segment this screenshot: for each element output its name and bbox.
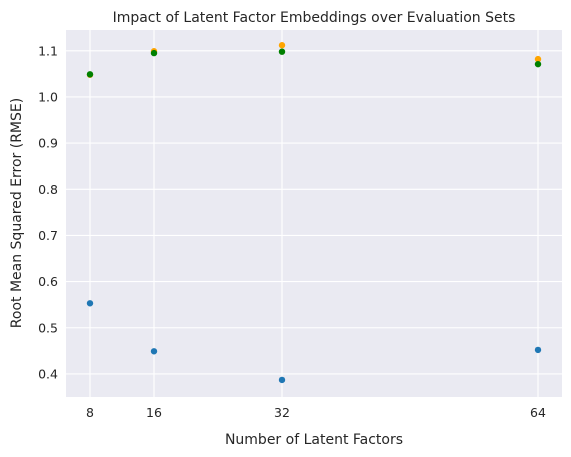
data-point-series-2 xyxy=(278,42,286,49)
plot-background xyxy=(66,30,562,397)
x-tick-label: 8 xyxy=(86,405,94,420)
y-tick-label: 0.7 xyxy=(38,228,58,243)
x-tick-label: 16 xyxy=(146,405,162,420)
data-point-series-3 xyxy=(150,49,158,57)
y-tick-label: 1.1 xyxy=(38,43,58,58)
tick-labels: 0.4 0.5 0.6 0.7 0.8 0.9 1.0 1.1 8 16 32 64 xyxy=(38,43,546,420)
data-points xyxy=(86,42,542,384)
x-tick-label: 64 xyxy=(530,405,546,420)
data-point-series-1 xyxy=(86,300,94,307)
y-tick-label: 0.5 xyxy=(38,320,58,335)
grid-lines xyxy=(66,30,562,397)
data-point-series-3 xyxy=(86,71,94,78)
data-point-series-1 xyxy=(150,348,158,355)
y-tick-label: 0.4 xyxy=(38,366,58,381)
data-point-series-3 xyxy=(278,48,286,55)
x-tick-label: 32 xyxy=(274,405,290,420)
data-point-series-1 xyxy=(278,376,286,384)
y-axis-label: Root Mean Squared Error (RMSE) xyxy=(9,98,25,328)
data-point-series-2 xyxy=(534,55,542,63)
data-point-series-3 xyxy=(534,60,542,68)
data-point-series-1 xyxy=(534,346,542,354)
x-axis-label: Number of Latent Factors xyxy=(225,432,403,448)
y-tick-label: 0.9 xyxy=(38,136,58,151)
y-tick-label: 1.0 xyxy=(38,89,58,104)
y-tick-label: 0.8 xyxy=(38,182,58,197)
chart-title: Impact of Latent Factor Embeddings over … xyxy=(113,10,516,26)
y-tick-label: 0.6 xyxy=(38,274,58,289)
